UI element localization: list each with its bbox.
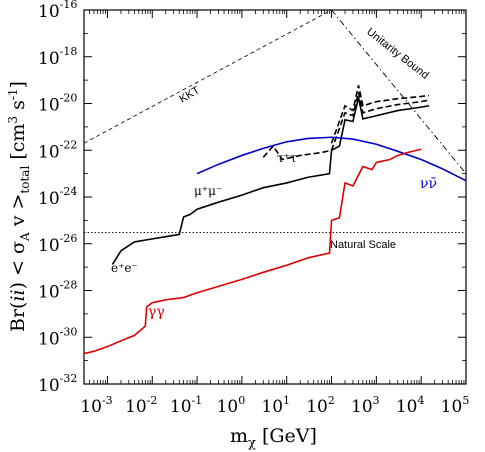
- annotation-layer: KKT Unitarity Bound Natural Scale e⁺e⁻ μ…: [111, 26, 437, 320]
- x-tick-label-base: 10: [396, 397, 418, 417]
- y-tick-label: 10-28: [38, 279, 77, 303]
- x-tick-label-exp: 5: [462, 394, 469, 407]
- x-tick-label: 105: [441, 394, 470, 417]
- y-tick-label-base: 10: [38, 2, 60, 22]
- y-tick-label-exp: -28: [60, 279, 78, 292]
- x-tick-label: 10-2: [125, 394, 157, 417]
- x-tick-label: 101: [261, 394, 290, 417]
- x-tick-label-exp: -2: [147, 394, 158, 407]
- y-tick-label: 10-22: [38, 138, 77, 162]
- y-axis-title-total: total: [18, 166, 32, 194]
- natural-scale-label: Natural Scale: [330, 239, 396, 251]
- y-axis-title: Br(ii) < σA v >total [cm3 s-1]: [6, 81, 32, 332]
- y-tick-label: 10-18: [38, 45, 77, 69]
- y-tick-label: 10-26: [38, 232, 77, 256]
- series-line-5: [83, 9, 332, 144]
- x-axis-title: mχ [GeV]: [230, 425, 317, 451]
- x-tick-label: 10-1: [170, 394, 202, 417]
- x-tick-label-exp: 1: [283, 394, 290, 407]
- series-layer: [83, 9, 467, 355]
- y-tick-label-base: 10: [38, 96, 60, 116]
- series-line-4: [83, 148, 422, 355]
- series-line-6: [331, 9, 467, 174]
- axis-ticks: 10-3 10-2 10-1 100 101 102 103 104 10510-3210-30…: [38, 0, 469, 417]
- y-axis-title-unit1: [cm: [7, 124, 29, 166]
- y-tick-label-base: 10: [38, 329, 60, 349]
- x-tick-label-exp: 4: [417, 394, 424, 407]
- x-tick-label-base: 10: [80, 397, 102, 417]
- y-tick-label-exp: -26: [60, 232, 78, 245]
- y-tick-label-base: 10: [38, 189, 60, 209]
- unitarity-bound-label: Unitarity Bound: [364, 26, 431, 82]
- y-tick-label-base: 10: [38, 283, 60, 303]
- gamgam-label: γγ: [148, 304, 165, 320]
- y-axis-title-pre: Br(: [7, 302, 29, 332]
- x-tick-label: 100: [217, 394, 246, 417]
- y-axis-title-sup3: 3: [6, 116, 20, 124]
- y-tick-label-exp: -32: [60, 372, 78, 385]
- y-axis-title-ii: ii: [7, 289, 29, 301]
- x-tick-label-exp: -1: [192, 394, 203, 407]
- x-tick-label-exp: 2: [328, 394, 335, 407]
- tautau-label: τ⁺τ⁻: [277, 151, 303, 165]
- x-tick-label-exp: 3: [373, 394, 380, 407]
- x-tick-label-exp: -3: [102, 394, 113, 407]
- y-tick-label: 10-24: [38, 185, 77, 209]
- x-tick-label-base: 10: [125, 397, 147, 417]
- x-tick-label-base: 10: [306, 397, 328, 417]
- x-tick-label-base: 10: [441, 397, 463, 417]
- x-tick-label-base: 10: [170, 397, 192, 417]
- kkt-label: KKT: [177, 84, 202, 105]
- y-axis-title-sub: A: [18, 232, 32, 242]
- nunu-label: νν̄: [420, 176, 437, 192]
- y-tick-label-exp: -22: [60, 138, 78, 151]
- y-axis-title-close: ]: [7, 81, 29, 88]
- x-tick-label: 102: [306, 394, 335, 417]
- y-tick-label-exp: -30: [60, 325, 78, 338]
- x-axis-title-sub: χ: [248, 436, 256, 451]
- x-tick-label-base: 10: [217, 397, 239, 417]
- y-tick-label: 10-32: [38, 372, 77, 396]
- x-tick-label-base: 10: [261, 397, 283, 417]
- y-tick-label-base: 10: [38, 49, 60, 69]
- y-tick-label: 10-16: [38, 0, 77, 22]
- x-tick-label: 104: [396, 394, 425, 417]
- svg-text:mχ [GeV]: mχ [GeV]: [230, 425, 317, 451]
- x-axis-title-unit: [GeV]: [256, 425, 317, 447]
- y-tick-label: 10-20: [38, 92, 77, 116]
- ee-label: e⁺e⁻: [111, 261, 138, 275]
- x-tick-label-exp: 0: [238, 394, 245, 407]
- series-line-1: [262, 92, 430, 161]
- x-axis-title-main: m: [230, 425, 248, 447]
- x-tick-label-base: 10: [351, 397, 373, 417]
- y-tick-label-base: 10: [38, 376, 60, 396]
- y-tick-label-base: 10: [38, 142, 60, 162]
- y-axis-title-s: s: [7, 100, 29, 116]
- y-axis-title-sup-m1: -1: [6, 88, 20, 100]
- y-tick-label-exp: -18: [60, 45, 78, 58]
- y-tick-label: 10-30: [38, 325, 77, 349]
- svg-text:Br(ii) < σA v >total [cm3 s-1: Br(ii) < σA v >total [cm3 s-1]: [6, 81, 32, 332]
- x-tick-label: 10-3: [80, 394, 112, 417]
- y-axis-title-mid: ) < σ: [7, 241, 29, 289]
- y-tick-label-exp: -16: [60, 0, 78, 11]
- y-tick-label-exp: -20: [60, 92, 78, 105]
- x-tick-label: 103: [351, 394, 380, 417]
- y-tick-label-exp: -24: [60, 185, 78, 198]
- y-tick-label-base: 10: [38, 236, 60, 256]
- y-axis-title-v: v >: [7, 194, 29, 233]
- mumu-label: μ⁺μ⁻: [194, 184, 222, 198]
